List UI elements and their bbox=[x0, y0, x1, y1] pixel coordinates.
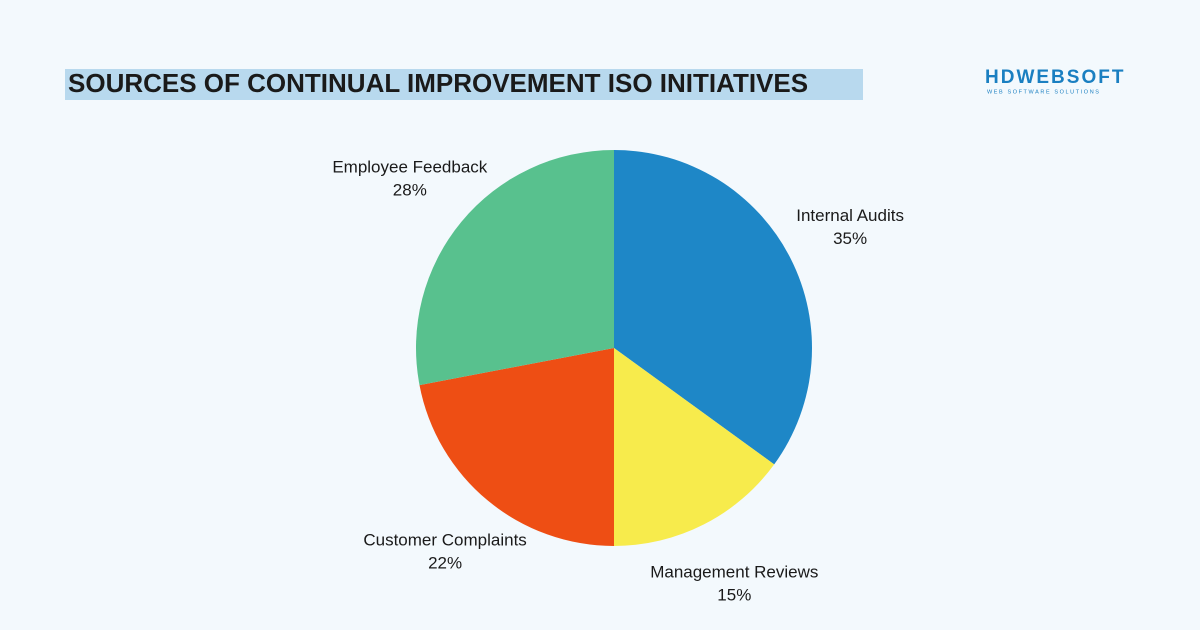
slice-value-label: 22% bbox=[428, 554, 462, 573]
slice-label: Customer Complaints bbox=[363, 531, 526, 550]
slice-value-label: 28% bbox=[393, 181, 427, 200]
pie-slice bbox=[614, 348, 775, 546]
slice-label: Management Reviews bbox=[650, 563, 818, 582]
pie-slice bbox=[415, 150, 614, 386]
pie-slice bbox=[419, 348, 614, 546]
slice-label: Internal Audits bbox=[796, 206, 904, 225]
chart-title: SOURCES OF CONTINUAL IMPROVEMENT ISO INI… bbox=[68, 68, 808, 98]
slice-value-label: 15% bbox=[717, 586, 751, 605]
slice-value-label: 35% bbox=[833, 229, 867, 248]
brand-tagline: WEB SOFTWARE SOLUTIONS bbox=[987, 89, 1101, 95]
slice-label: Employee Feedback bbox=[332, 158, 487, 177]
pie-slice bbox=[614, 150, 812, 465]
title-highlight bbox=[65, 69, 863, 100]
brand-name: HDWEBSOFT bbox=[985, 67, 1125, 88]
